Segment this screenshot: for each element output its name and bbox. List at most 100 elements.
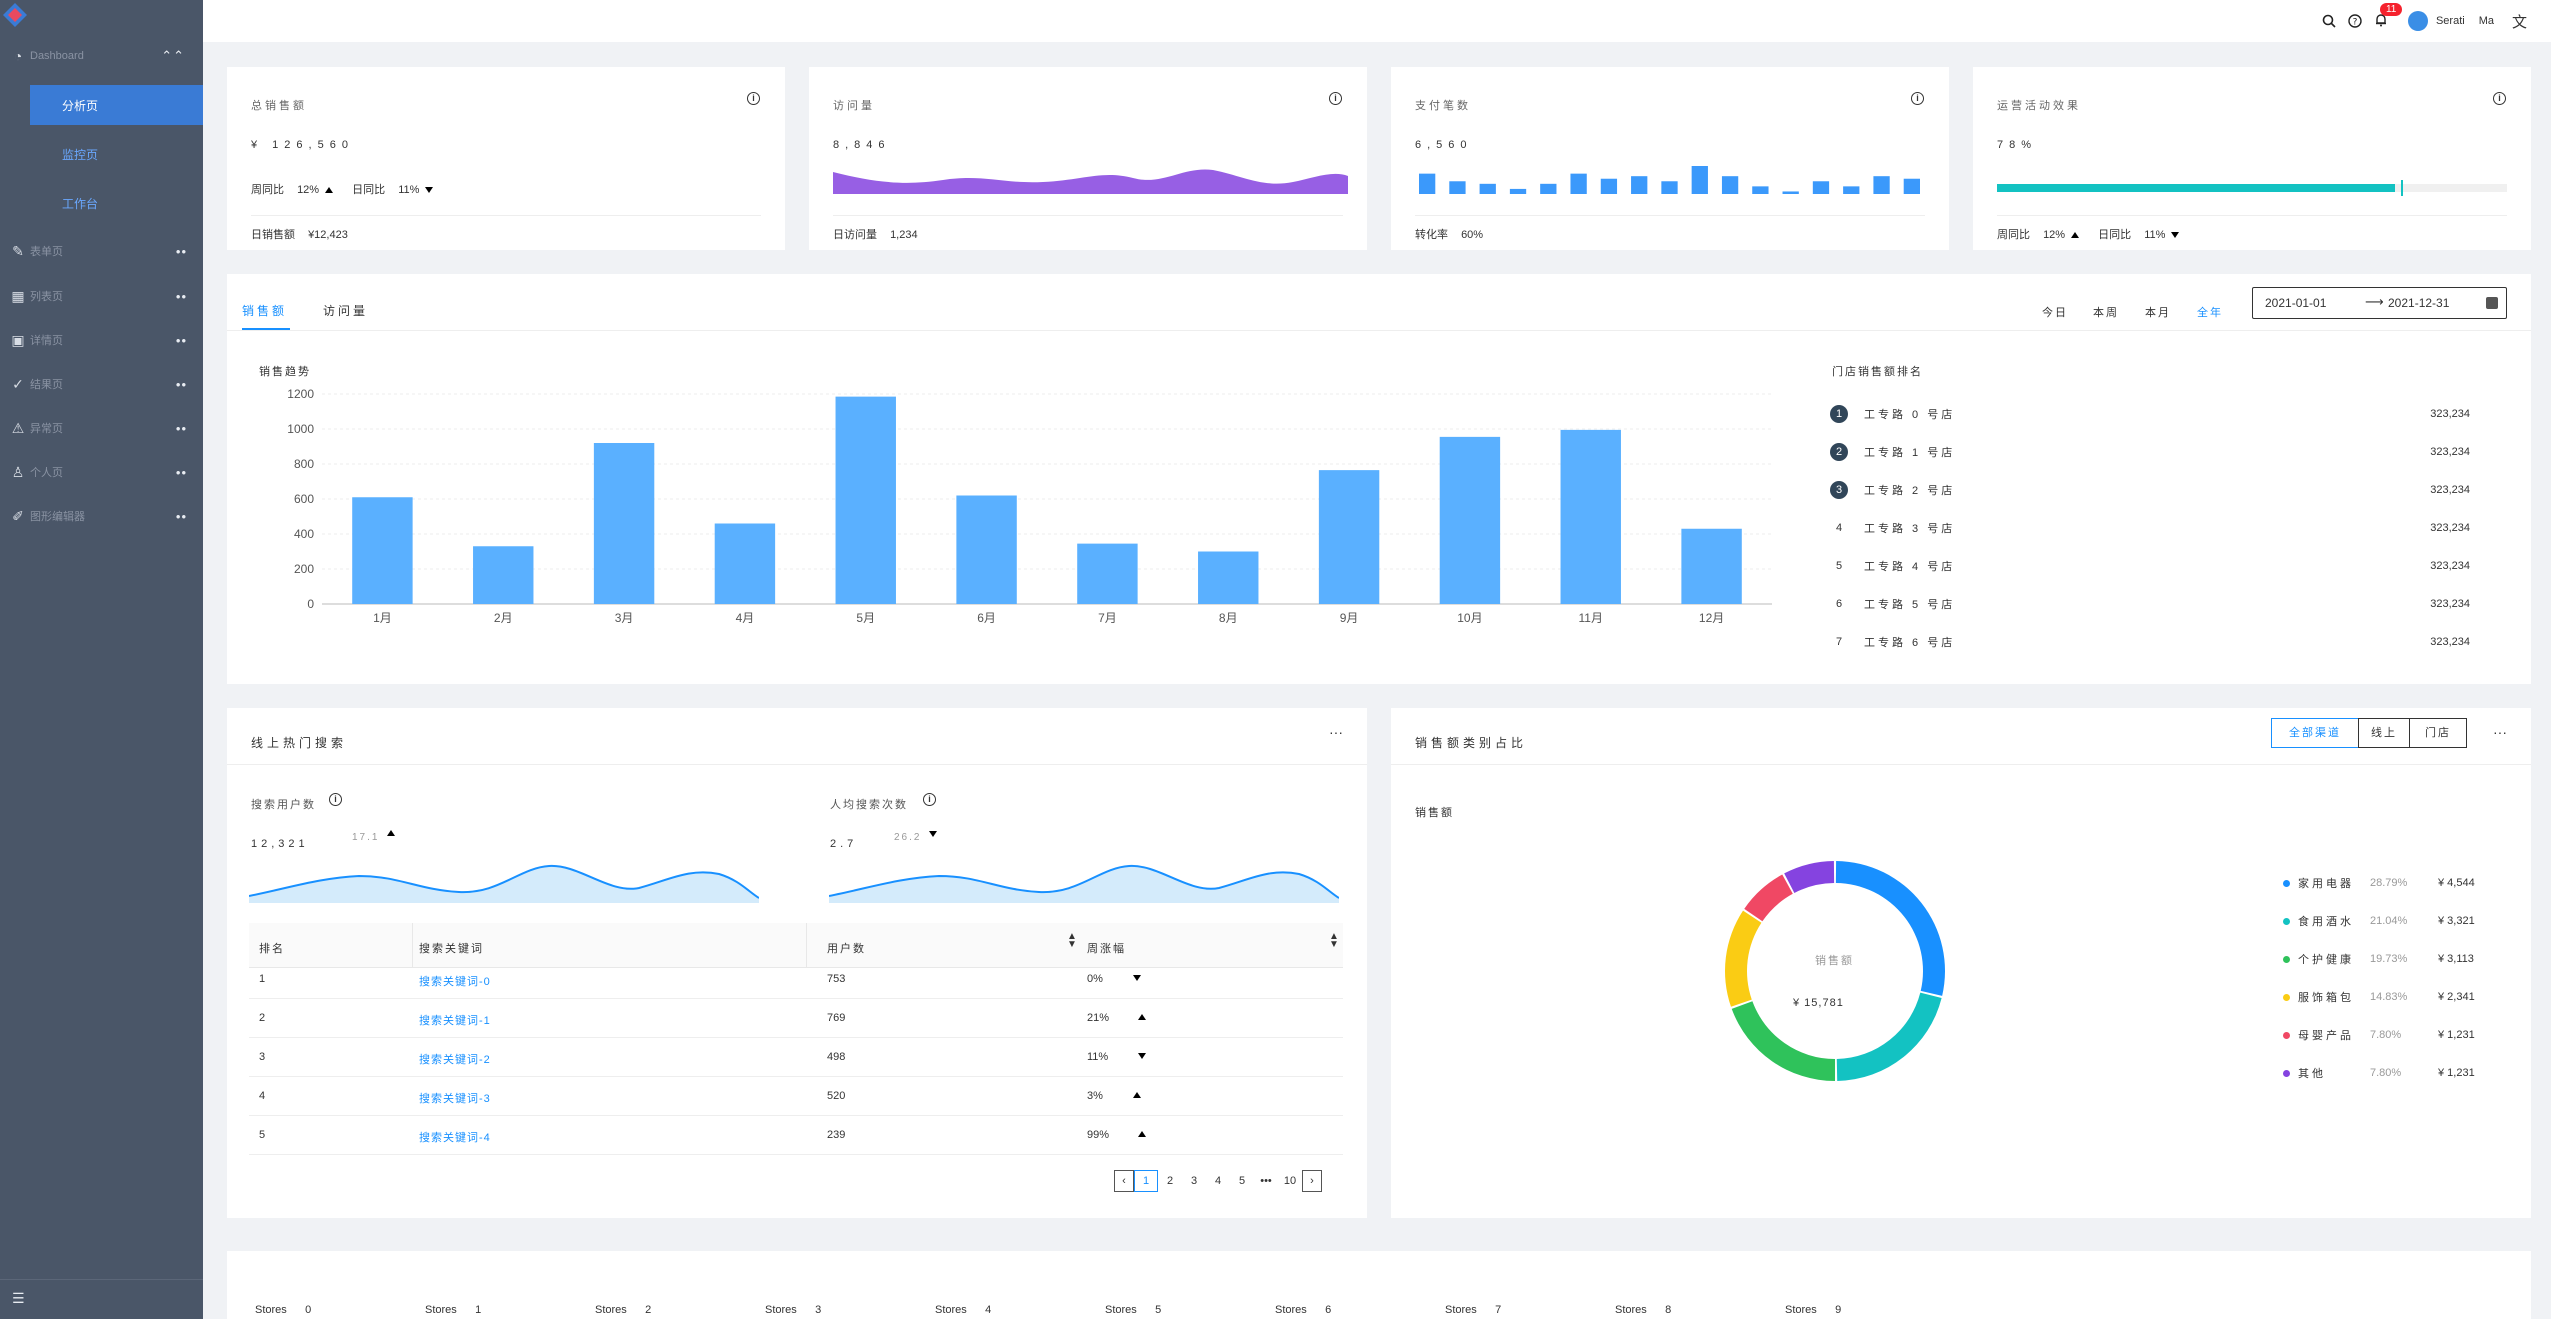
- store-tab[interactable]: Stores 5: [1105, 1304, 1162, 1316]
- sidebar-item-exception[interactable]: ⚠ 异常页 ••: [0, 408, 203, 448]
- page-number[interactable]: 1: [1134, 1170, 1158, 1192]
- sidebar-item-workplace[interactable]: 工作台: [62, 196, 99, 211]
- rank-number: 2: [1830, 443, 1848, 461]
- question-icon[interactable]: ?: [2348, 14, 2362, 28]
- sidebar-item-analysis[interactable]: 分析页: [30, 85, 203, 125]
- search-avg-change: 26.2: [894, 832, 922, 843]
- store-tab[interactable]: Stores 6: [1275, 1304, 1332, 1316]
- page-number[interactable]: 5: [1238, 1175, 1246, 1187]
- store-tab[interactable]: Stores 1: [425, 1304, 482, 1316]
- info-icon[interactable]: i: [1911, 92, 1924, 105]
- sidebar-item-dashboard[interactable]: ◔ Dashboard ⌃⌃: [0, 36, 203, 76]
- legend-item[interactable]: 其他 7.80% ¥ 1,231: [2283, 1063, 2475, 1083]
- store-tab[interactable]: Stores 7: [1445, 1304, 1502, 1316]
- sidebar-item-editor[interactable]: ✐ 图形编辑器 ••: [0, 496, 203, 536]
- users-cell: 769: [827, 1012, 846, 1024]
- page-ellipsis[interactable]: •••: [1260, 1175, 1272, 1187]
- page-number[interactable]: 2: [1166, 1175, 1174, 1187]
- info-icon[interactable]: i: [1329, 92, 1342, 105]
- tab-visits[interactable]: 访问量: [323, 304, 369, 318]
- legend-item[interactable]: 食用酒水 21.04% ¥ 3,321: [2283, 911, 2475, 931]
- segment-stores[interactable]: 门店: [2409, 718, 2467, 748]
- date-range-picker[interactable]: 2021-01-01 ⟶ 2021-12-31: [2252, 287, 2507, 319]
- page-number[interactable]: 10: [1283, 1175, 1297, 1187]
- menu-fold-icon[interactable]: ☰: [12, 1290, 25, 1306]
- store-tab[interactable]: Stores 8: [1615, 1304, 1672, 1316]
- prev-page-button[interactable]: ‹: [1114, 1170, 1134, 1192]
- users-cell: 239: [827, 1129, 846, 1141]
- stat-card-operations: 运营活动效果 i 78% 周同比 12% 日同比 11%: [1973, 67, 2531, 250]
- notification-bell[interactable]: 11: [2374, 2, 2403, 30]
- sort-icon[interactable]: ▲ ▼: [1329, 931, 1339, 950]
- date-end[interactable]: 2021-12-31: [2388, 296, 2450, 310]
- store-tab[interactable]: Stores 4: [935, 1304, 992, 1316]
- segment-all-channels[interactable]: 全部渠道: [2271, 718, 2359, 748]
- sales-bar: [956, 495, 1017, 604]
- sales-bar: [1560, 429, 1621, 604]
- sidebar-item-label: 结果页: [30, 379, 63, 391]
- keyword-link[interactable]: 搜索关键词-0: [419, 976, 491, 988]
- legend-item[interactable]: 母婴产品 7.80% ¥ 1,231: [2283, 1025, 2475, 1045]
- legend-value: ¥ 1,231: [2438, 1067, 2475, 1079]
- rank-number: 5: [1835, 560, 1843, 572]
- search-users-change: 17.1: [352, 832, 380, 843]
- info-icon[interactable]: i: [329, 793, 342, 806]
- more-icon[interactable]: ···: [1329, 724, 1343, 740]
- footer-value: 60%: [1461, 229, 1484, 241]
- keyword-link[interactable]: 搜索关键词-3: [419, 1093, 491, 1105]
- caret-down-icon: [929, 831, 937, 837]
- progress-target-marker: [2401, 180, 2403, 196]
- keyword-link[interactable]: 搜索关键词-1: [419, 1015, 491, 1027]
- payments-bar: [1449, 181, 1466, 194]
- keyword-link[interactable]: 搜索关键词-4: [419, 1132, 491, 1144]
- column-header-users[interactable]: 用户数: [827, 943, 866, 955]
- footer-label: 日访问量: [833, 229, 877, 241]
- keyword-link[interactable]: 搜索关键词-2: [419, 1054, 491, 1066]
- sidebar-item-profile[interactable]: ▣ 详情页 ••: [0, 320, 203, 360]
- info-icon[interactable]: i: [2493, 92, 2506, 105]
- search-icon[interactable]: [2322, 14, 2336, 28]
- stat-trend: 周同比 12% 日同比 11%: [251, 181, 439, 197]
- store-tab[interactable]: Stores 2: [595, 1304, 652, 1316]
- range-month[interactable]: 本月: [2145, 307, 2171, 319]
- date-start[interactable]: 2021-01-01: [2265, 296, 2327, 310]
- range-week[interactable]: 本周: [2093, 307, 2119, 319]
- info-icon[interactable]: i: [747, 92, 760, 105]
- tab-sales[interactable]: 销售额: [242, 304, 288, 318]
- store-tab[interactable]: Stores 9: [1785, 1304, 1842, 1316]
- legend-item[interactable]: 家用电器 28.79% ¥ 4,544: [2283, 873, 2475, 893]
- page-number[interactable]: 4: [1214, 1175, 1222, 1187]
- sort-icon[interactable]: ▲ ▼: [1067, 931, 1077, 950]
- legend-item[interactable]: 个护健康 19.73% ¥ 3,113: [2283, 949, 2474, 969]
- store-tab[interactable]: Stores 3: [765, 1304, 822, 1316]
- user-menu[interactable]: Serati Ma: [2407, 11, 2494, 31]
- payments-bar: [1691, 166, 1708, 194]
- range-today[interactable]: 今日: [2042, 307, 2068, 319]
- store-sales-value: 323,234: [2430, 408, 2470, 420]
- info-icon[interactable]: i: [923, 793, 936, 806]
- page-number[interactable]: 3: [1190, 1175, 1198, 1187]
- sidebar-item-form[interactable]: ✎ 表单页 ••: [0, 231, 203, 271]
- segment-online[interactable]: 线上: [2358, 718, 2410, 748]
- payments-bar: [1873, 176, 1890, 194]
- y-tick-label: 1200: [287, 387, 314, 401]
- change-cell: 3%: [1087, 1090, 1103, 1102]
- sidebar-item-result[interactable]: ✓ 结果页 ••: [0, 364, 203, 404]
- sidebar-item-account[interactable]: ♙ 个人页 ••: [0, 452, 203, 492]
- store-tab[interactable]: Stores 0: [255, 1304, 312, 1316]
- legend-item[interactable]: 服饰箱包 14.83% ¥ 2,341: [2283, 987, 2475, 1007]
- legend-dot: [2283, 879, 2290, 887]
- footer-label: 日销售额: [251, 229, 295, 241]
- table-header: 排名 搜索关键词 用户数 ▲ ▼ 周涨幅 ▲ ▼: [249, 923, 1343, 968]
- week-label: 周同比: [251, 184, 284, 196]
- translate-icon[interactable]: 文: [2511, 13, 2527, 31]
- legend-name: 个护健康: [2298, 954, 2354, 966]
- sidebar-item-list[interactable]: ▦ 列表页 ••: [0, 276, 203, 316]
- more-icon[interactable]: ···: [2493, 724, 2507, 740]
- column-header-change[interactable]: 周涨幅: [1087, 943, 1126, 955]
- sidebar-item-monitor[interactable]: 监控页: [62, 147, 99, 162]
- next-page-button[interactable]: ›: [1302, 1170, 1322, 1192]
- store-sales-value: 323,234: [2430, 522, 2470, 534]
- donut-slice: [1836, 992, 1942, 1081]
- range-year[interactable]: 全年: [2197, 307, 2223, 319]
